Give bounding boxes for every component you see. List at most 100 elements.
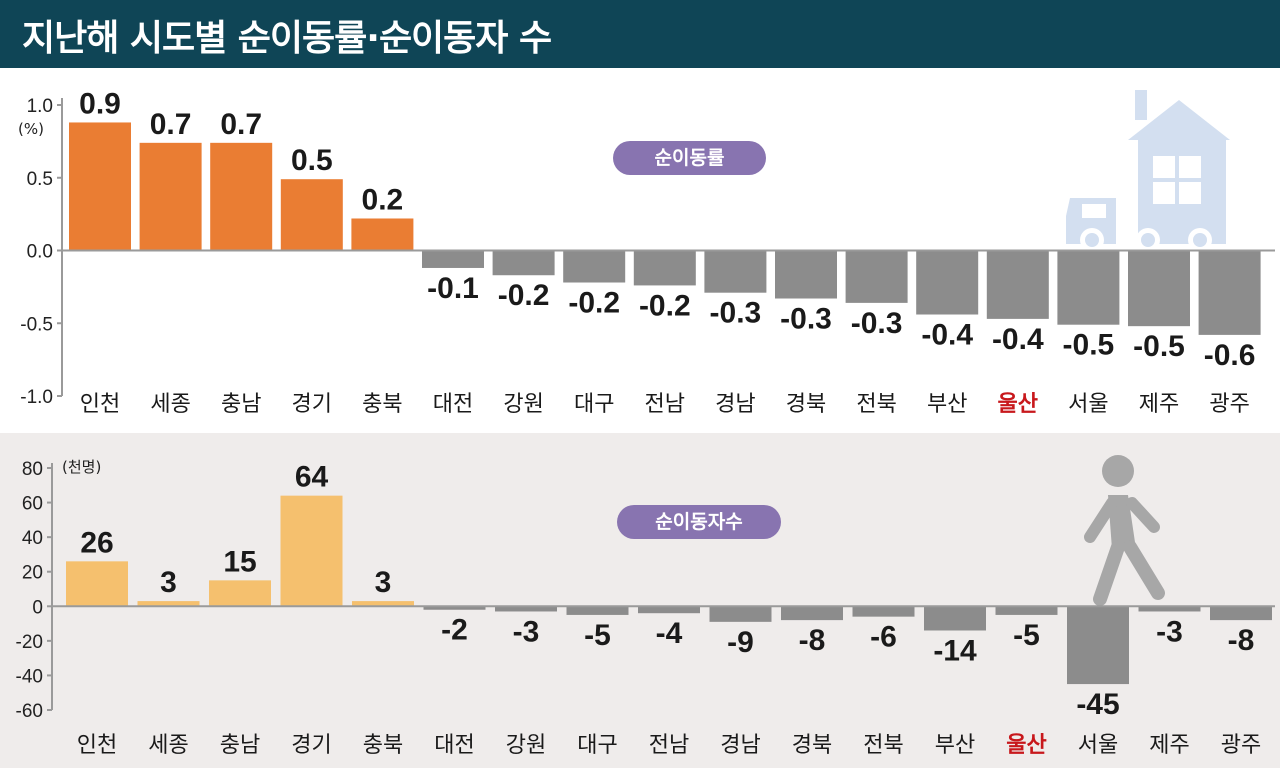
data-label: -9 xyxy=(727,626,754,659)
data-label: 0.9 xyxy=(79,87,121,120)
category-label-강원: 강원 xyxy=(503,392,543,417)
y-tick-label: 60 xyxy=(22,494,43,515)
category-label-광주: 광주 xyxy=(1221,733,1261,758)
category-label-제주: 제주 xyxy=(1139,392,1179,417)
data-label: 0.7 xyxy=(150,108,192,141)
category-label-인천: 인천 xyxy=(80,392,120,417)
net-migration-rate-chart: 1.0 0.5 0.0 -0.5 -1.0 0.9 0.7 0.7 0.5 0.2 -0.1 -0.2… xyxy=(20,87,1275,417)
bar-전북 xyxy=(845,250,908,303)
category-label-충북: 충북 xyxy=(362,392,402,417)
bar-경남 xyxy=(709,606,772,622)
bar-대전 xyxy=(423,606,486,610)
y-tick-label: -40 xyxy=(16,666,43,687)
y-tick-label: 40 xyxy=(22,528,43,549)
category-label-경북: 경북 xyxy=(792,733,832,758)
category-label-울산: 울산 xyxy=(998,392,1038,417)
bar-인천 xyxy=(69,122,131,251)
category-label-경남: 경남 xyxy=(720,733,760,758)
category-label-부산: 부산 xyxy=(927,392,967,417)
bar-강원 xyxy=(495,606,557,612)
y-tick-label: 20 xyxy=(22,563,43,584)
header-bar: 지난해 시도별 순이동률·순이동자 수 xyxy=(0,0,1280,68)
bar-충남 xyxy=(210,142,273,251)
bar-충남 xyxy=(209,580,271,607)
category-label-전남: 전남 xyxy=(645,392,685,417)
y-tick-label: -20 xyxy=(16,632,43,653)
category-label-서울: 서울 xyxy=(1068,392,1108,417)
y-tick-label: 0.5 xyxy=(27,169,53,190)
data-label: 64 xyxy=(295,461,329,494)
bar-인천 xyxy=(66,561,128,607)
data-label: -0.5 xyxy=(1133,330,1185,363)
data-label: 15 xyxy=(223,545,256,578)
bar-제주 xyxy=(1138,606,1201,612)
bar-충북 xyxy=(352,601,414,607)
bar-전북 xyxy=(852,606,915,617)
bar-세종 xyxy=(139,142,202,251)
data-label: -4 xyxy=(656,617,683,650)
y-tick-label: -1.0 xyxy=(20,387,53,408)
category-label-세종: 세종 xyxy=(148,733,188,758)
data-label: -8 xyxy=(799,624,826,657)
y-tick-label: -0.5 xyxy=(20,314,53,335)
bar-충북 xyxy=(351,218,414,251)
bar-서울 xyxy=(1067,606,1129,685)
category-label-세종: 세종 xyxy=(150,392,190,417)
bar-세종 xyxy=(137,601,200,607)
category-label-강원: 강원 xyxy=(506,733,546,758)
category-label-제주: 제주 xyxy=(1149,733,1189,758)
data-label: 0.5 xyxy=(291,144,333,177)
house-truck-icon xyxy=(1066,90,1230,252)
count-chart-title-pill: 순이동자수 xyxy=(617,505,781,539)
data-label: -0.4 xyxy=(992,323,1044,356)
category-label-대구: 대구 xyxy=(574,392,614,417)
data-label: -0.3 xyxy=(780,303,832,336)
category-label-대구: 대구 xyxy=(577,733,617,758)
count-unit-label: (천명) xyxy=(62,458,102,476)
category-label-충북: 충북 xyxy=(363,733,403,758)
category-label-전남: 전남 xyxy=(649,733,689,758)
category-label-서울: 서울 xyxy=(1078,733,1118,758)
y-tick-label: 80 xyxy=(22,459,43,480)
data-label: -5 xyxy=(584,619,611,652)
data-label: -0.5 xyxy=(1063,329,1115,362)
data-label: 0.2 xyxy=(362,183,404,216)
y-tick-label: 0.0 xyxy=(27,242,53,263)
category-label-울산: 울산 xyxy=(1006,733,1046,758)
data-label: 3 xyxy=(375,566,392,599)
bar-전남 xyxy=(638,606,700,614)
page-title: 지난해 시도별 순이동률·순이동자 수 xyxy=(22,18,552,59)
bar-경기 xyxy=(280,495,343,607)
rate-chart-title-pill: 순이동률 xyxy=(613,141,766,175)
net-migrants-chart: 80 60 40 20 0 -20 -40 -60 26 3 15 64 3 -2 -3 -5 -4 -9 -8 -6… xyxy=(16,455,1275,758)
net-migrants-panel: 80 60 40 20 0 -20 -40 -60 26 3 15 64 3 -2 -3 -5 -4 -9 -8 -6… xyxy=(0,433,1280,768)
bar-울산 xyxy=(995,606,1058,615)
y-tick-label: -60 xyxy=(16,701,43,722)
data-label: -6 xyxy=(870,621,897,654)
category-label-전북: 전북 xyxy=(863,733,903,758)
walking-person-icon xyxy=(1084,455,1165,606)
data-label: -5 xyxy=(1013,619,1040,652)
bar-울산 xyxy=(986,250,1049,319)
bar-부산 xyxy=(924,606,986,631)
data-label: -0.3 xyxy=(851,307,903,340)
data-label: -0.3 xyxy=(710,297,762,330)
bar-경북 xyxy=(781,606,843,621)
category-label-대전: 대전 xyxy=(433,392,473,417)
bar-서울 xyxy=(1057,250,1120,325)
bar-부산 xyxy=(916,250,979,315)
category-label-대전: 대전 xyxy=(434,733,474,758)
category-label-경남: 경남 xyxy=(715,392,755,417)
category-label-충남: 충남 xyxy=(221,392,261,417)
data-label: -3 xyxy=(513,615,540,648)
bar-경북 xyxy=(775,250,837,299)
category-label-광주: 광주 xyxy=(1209,392,1249,417)
y-tick-label: 1.0 xyxy=(27,96,53,117)
data-label: -45 xyxy=(1076,688,1119,721)
bar-경남 xyxy=(704,250,767,293)
data-label: -8 xyxy=(1228,624,1255,657)
data-label: -0.4 xyxy=(921,319,973,352)
category-label-충남: 충남 xyxy=(220,733,260,758)
data-label: -2 xyxy=(441,614,468,647)
data-label: 0.7 xyxy=(220,108,262,141)
